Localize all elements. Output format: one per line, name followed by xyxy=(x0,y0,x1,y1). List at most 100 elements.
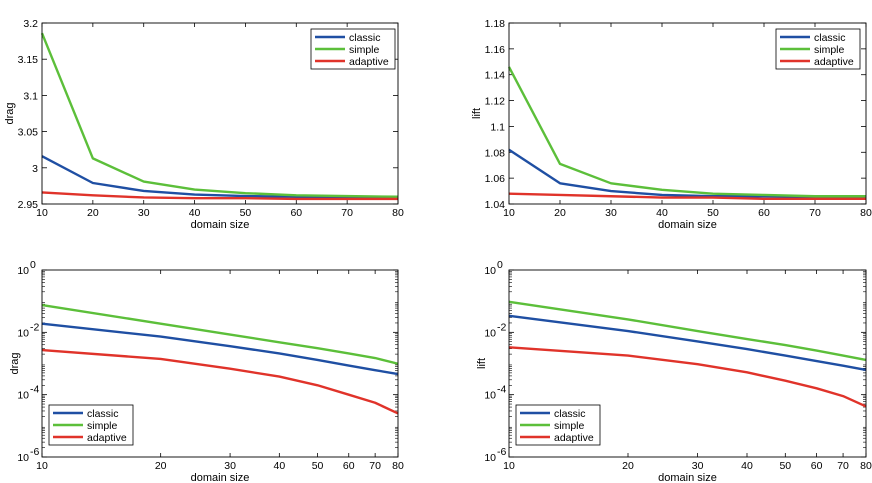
y-tick-label: 1.06 xyxy=(485,173,506,185)
series-line-simple xyxy=(507,66,866,198)
x-tick-label: 50 xyxy=(707,207,719,219)
y-tick-label: 3.1 xyxy=(23,90,38,102)
legend-label-simple: simple xyxy=(814,44,845,56)
y-tick-label: 10 xyxy=(484,265,496,277)
x-tick-label: 80 xyxy=(392,207,404,219)
chart-panel-top-left: 10 20 30 40 50 60 70 80 2.95 3 3.05 3.1 3.15 3.2 domai… xyxy=(4,18,404,231)
axes-frame xyxy=(508,22,867,205)
legend-label-classic: classic xyxy=(814,32,846,44)
series-line-adaptive xyxy=(508,192,866,201)
x-tick-label: 80 xyxy=(392,460,404,472)
y-tick-label: 1.08 xyxy=(485,147,506,159)
legend-label-classic: classic xyxy=(349,32,381,44)
y-axis-label: drag xyxy=(4,102,16,124)
y-tick-label: 1.18 xyxy=(485,18,506,30)
x-tick-label: 60 xyxy=(758,207,770,219)
y-tick-exponent: -4 xyxy=(497,384,506,396)
legend-label-adaptive: adaptive xyxy=(814,56,854,68)
y-tick-label: 1.16 xyxy=(485,44,506,56)
y-tick-label: 10 xyxy=(17,327,29,339)
x-axis-label: domain size xyxy=(658,219,717,231)
x-tick-label: 30 xyxy=(692,460,704,472)
x-axis-label: domain size xyxy=(191,472,250,483)
y-tick-exponent: -4 xyxy=(30,384,39,396)
legend-label-simple: simple xyxy=(554,420,585,432)
y-tick-exponent: -6 xyxy=(497,446,506,458)
series-line-classic xyxy=(41,155,398,199)
y-tick-label: 10 xyxy=(17,390,29,402)
y-tick-label: 1.12 xyxy=(485,96,506,108)
legend-label-adaptive: adaptive xyxy=(554,432,594,444)
y-axis-label: drag xyxy=(9,352,21,374)
axes-frame xyxy=(41,22,399,205)
series-line-classic xyxy=(41,322,399,376)
x-tick-label: 70 xyxy=(809,207,821,219)
legend-label-adaptive: adaptive xyxy=(349,56,389,68)
x-tick-label: 80 xyxy=(860,460,872,472)
series-line-adaptive xyxy=(508,346,867,408)
series-line-adaptive xyxy=(41,348,399,415)
series-line-classic xyxy=(508,148,866,199)
x-tick-label: 70 xyxy=(369,460,381,472)
x-tick-label: 10 xyxy=(503,460,515,472)
legend-label-classic: classic xyxy=(554,408,586,420)
y-tick-exponent: 0 xyxy=(497,259,503,271)
y-tick-exponent: 0 xyxy=(30,259,36,271)
series-line-classic xyxy=(508,314,867,372)
x-axis-label: domain size xyxy=(658,472,717,483)
y-tick-label: 3.15 xyxy=(18,54,39,66)
legend-label-adaptive: adaptive xyxy=(87,432,127,444)
y-tick-label: 1.04 xyxy=(485,199,506,211)
x-tick-label: 20 xyxy=(622,460,634,472)
y-axis-label: lift xyxy=(476,358,488,369)
y-tick-label: 2.95 xyxy=(18,199,39,211)
series-line-adaptive xyxy=(41,191,398,201)
y-tick-exponent: -2 xyxy=(30,321,39,333)
x-tick-label: 20 xyxy=(554,207,566,219)
x-tick-label: 70 xyxy=(341,207,353,219)
x-tick-label: 60 xyxy=(343,460,355,472)
x-tick-label: 30 xyxy=(224,460,236,472)
series-line-simple xyxy=(508,300,867,362)
x-tick-label: 40 xyxy=(741,460,753,472)
axes-frame xyxy=(508,269,867,458)
x-tick-label: 20 xyxy=(87,207,99,219)
legend-label-simple: simple xyxy=(87,420,118,432)
x-tick-label: 50 xyxy=(312,460,324,472)
series-line-simple xyxy=(40,32,399,198)
chart-panel-top-right: 10 20 30 40 50 60 70 80 1.04 1.06 1.08 1.1 1.12 1.14 1… xyxy=(471,18,872,231)
x-tick-label: 40 xyxy=(189,207,201,219)
legend-label-classic: classic xyxy=(87,408,119,420)
y-tick-label: 10 xyxy=(17,265,29,277)
x-axis-label: domain size xyxy=(191,219,250,231)
y-tick-label: 3.05 xyxy=(18,127,39,139)
axes-frame xyxy=(41,269,399,458)
x-tick-label: 40 xyxy=(273,460,285,472)
x-tick-label: 50 xyxy=(240,207,252,219)
x-tick-label: 10 xyxy=(503,207,515,219)
x-tick-label: 70 xyxy=(837,460,849,472)
x-tick-label: 10 xyxy=(36,207,48,219)
x-tick-label: 40 xyxy=(656,207,668,219)
y-axis-label: lift xyxy=(471,108,483,119)
y-tick-label: 1.1 xyxy=(490,121,505,133)
y-tick-label: 1.14 xyxy=(485,70,506,82)
y-tick-label: 10 xyxy=(484,327,496,339)
y-tick-label: 10 xyxy=(484,390,496,402)
x-tick-label: 20 xyxy=(155,460,167,472)
x-tick-label: 30 xyxy=(605,207,617,219)
x-tick-label: 60 xyxy=(811,460,823,472)
x-tick-label: 80 xyxy=(860,207,872,219)
y-tick-label: 10 xyxy=(484,452,496,464)
x-tick-label: 10 xyxy=(36,460,48,472)
x-tick-label: 60 xyxy=(290,207,302,219)
y-tick-label: 3 xyxy=(32,163,38,175)
x-tick-label: 50 xyxy=(779,460,791,472)
